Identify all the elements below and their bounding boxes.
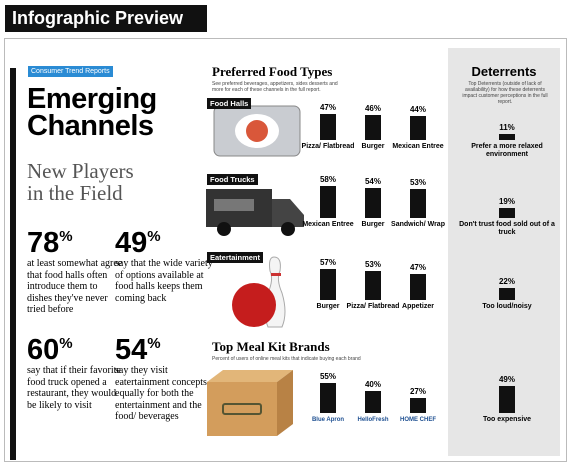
subtitle: New Players in the Field: [27, 160, 134, 204]
bar: [320, 382, 336, 413]
stat-value: 78: [27, 227, 60, 259]
value-label: 46%: [364, 103, 381, 113]
section-subtitle: Percent of users of online meal kits tha…: [212, 356, 361, 362]
title-line: Channels: [27, 110, 154, 142]
food-truck-image: [206, 189, 304, 236]
bar: [365, 114, 381, 140]
category-label: Burger: [361, 143, 385, 150]
value-label: 54%: [364, 177, 381, 187]
title-line: Emerging: [27, 83, 157, 115]
value-label: 57%: [319, 257, 336, 267]
bar: [499, 207, 515, 218]
stat-number: 49%: [115, 228, 161, 258]
deterrent-label: Prefer a more relaxed environment: [471, 143, 543, 158]
bar: [365, 270, 381, 300]
accent-bar: [10, 68, 16, 460]
meal-kit-box-image: [207, 370, 293, 436]
stat-text: say that the wide variety of options ava…: [115, 258, 213, 304]
deterrent-label: Too expensive: [482, 416, 532, 423]
value-label: 47%: [409, 263, 426, 273]
group-tag: Eatertainment: [207, 252, 264, 263]
value-label: 53%: [364, 259, 381, 269]
stat-text: say they visit eatertainment concepts eq…: [115, 365, 207, 422]
bar: [499, 287, 515, 300]
value-label: 49%: [498, 375, 515, 385]
bar: [410, 188, 426, 218]
deterrent-label: Don't trust food sold out of a truck: [459, 221, 555, 236]
category-label: HelloFresh: [357, 417, 389, 423]
bar: [499, 133, 515, 140]
bar: [410, 274, 426, 300]
value-label: 11%: [499, 122, 515, 132]
value-label: 53%: [409, 177, 426, 187]
main-title: Emerging Channels: [27, 83, 157, 142]
bar: [499, 386, 515, 413]
stat-value: 54: [115, 334, 148, 366]
category-label: Sandwich/ Wrap: [391, 221, 445, 228]
category-label: Appetizer: [402, 303, 434, 310]
deterrents-title: Deterrents: [471, 64, 537, 79]
bar: [410, 115, 426, 140]
section-title: Top Meal Kit Brands: [212, 339, 330, 354]
deterrents-subtitle: Top Deterrents (outside of lack of avail…: [462, 81, 548, 105]
report-tag: Consumer Trend Reports: [28, 66, 113, 77]
stat-number: 60%: [27, 335, 73, 365]
value-label: 44%: [409, 104, 426, 114]
value-label: 40%: [364, 380, 381, 389]
bar: [320, 268, 336, 300]
bar: [320, 114, 336, 140]
bowling-image: [232, 256, 286, 328]
section-subtitle: See preferred beverages, appetizers, sid…: [212, 81, 338, 93]
group-tag: Food Halls: [207, 98, 252, 109]
category-label: HOME CHEF: [400, 417, 436, 423]
category-label: Blue Apron: [311, 417, 345, 423]
stat-text: say that if their favorite food truck op…: [27, 365, 121, 411]
stat-number: 78%: [27, 228, 73, 258]
value-label: 19%: [498, 196, 515, 206]
header-title: Infographic Preview: [5, 5, 207, 32]
value-label: 22%: [498, 276, 515, 286]
stat-value: 49: [115, 227, 148, 259]
subtitle-line: in the Field: [27, 181, 123, 205]
deterrent-label: Too loud/noisy: [482, 303, 532, 310]
category-label: Mexican Entree: [302, 221, 354, 228]
food-hall-image: [213, 105, 301, 157]
stat-unit: %: [59, 335, 73, 352]
stat-number: 54%: [115, 335, 161, 365]
stat-unit: %: [147, 335, 161, 352]
value-label: 58%: [319, 175, 336, 185]
bar: [410, 398, 426, 413]
value-label: 55%: [319, 371, 336, 381]
stat-unit: %: [147, 228, 161, 245]
stat-unit: %: [59, 228, 73, 245]
category-label: Burger: [316, 303, 340, 310]
value-label: 47%: [319, 103, 336, 113]
category-label: Burger: [361, 221, 385, 228]
stat-value: 60: [27, 334, 60, 366]
value-label: 27%: [409, 387, 426, 397]
subtitle-line: New Players: [27, 159, 134, 183]
bar: [365, 188, 381, 218]
category-label: Pizza/ Flatbread: [346, 303, 400, 310]
category-label: Pizza/ Flatbread: [301, 143, 355, 150]
bar: [365, 391, 381, 413]
group-tag: Food Trucks: [207, 174, 258, 185]
category-label: Mexican Entree: [392, 143, 444, 150]
frame: [4, 38, 567, 462]
stat-text: at least somewhat agree that food halls …: [27, 258, 123, 315]
bar: [320, 186, 336, 218]
section-title: Preferred Food Types: [212, 64, 333, 79]
